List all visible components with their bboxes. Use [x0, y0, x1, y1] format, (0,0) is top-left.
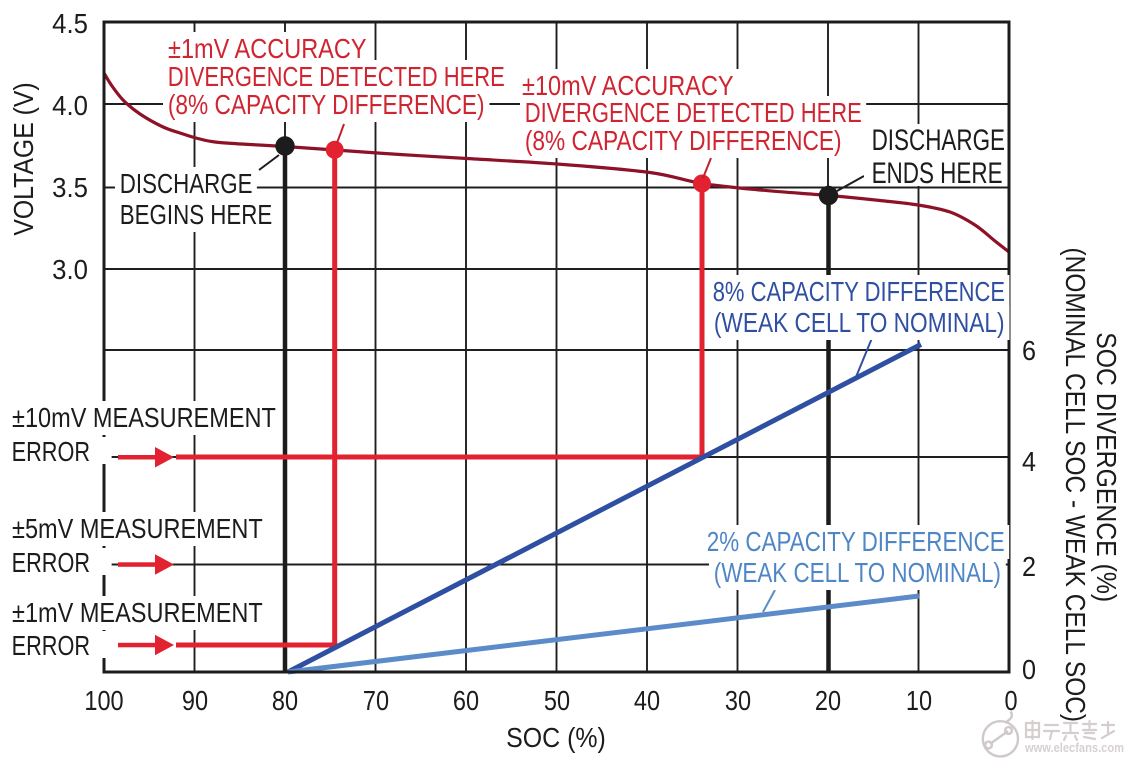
svg-text:www.elecfans.com: www.elecfans.com [1024, 741, 1124, 755]
